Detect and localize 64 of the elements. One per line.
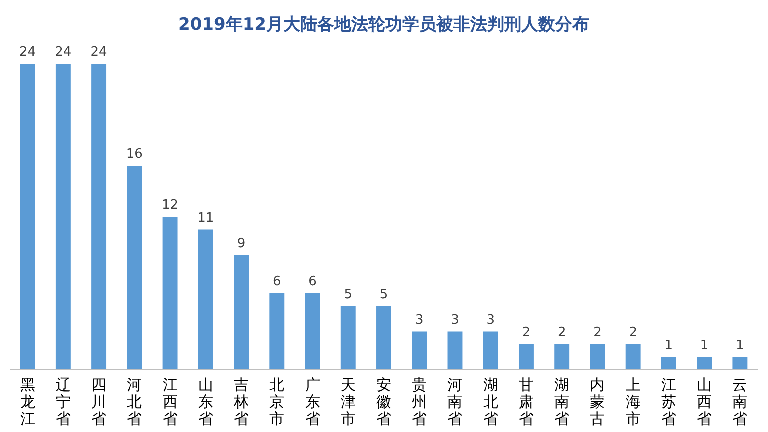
bar [56, 64, 71, 370]
bar [554, 344, 570, 370]
x-tick-label: 甘肃省 [518, 376, 534, 428]
x-tick-label: 云南省 [732, 376, 748, 428]
data-label: 1 [664, 338, 674, 354]
x-tick-label: 天津市 [340, 376, 356, 428]
bar [412, 332, 428, 370]
data-label: 2 [522, 326, 531, 340]
bar [448, 332, 463, 370]
x-tick-label: 江西省 [162, 376, 178, 428]
x-tick-label: 四川省 [92, 376, 107, 428]
x-tick-label: 湖南省 [554, 376, 570, 428]
data-label: 24 [20, 45, 36, 60]
bar [376, 306, 392, 370]
data-label: 3 [451, 312, 460, 328]
bar [340, 306, 356, 370]
data-label: 24 [55, 45, 72, 60]
data-label: 6 [273, 274, 282, 290]
bar [20, 64, 36, 370]
data-label: 6 [308, 274, 317, 290]
data-label: 12 [162, 198, 179, 213]
bar [127, 166, 142, 370]
data-label: 24 [90, 45, 108, 60]
x-tick-label: 安徽省 [376, 376, 392, 428]
bar [590, 344, 606, 370]
data-label: 3 [415, 312, 424, 328]
bar [234, 255, 250, 370]
data-label: 3 [486, 312, 495, 328]
x-tick-label: 黑龙江 [20, 376, 36, 428]
bar [697, 357, 712, 370]
data-label: 2 [594, 326, 602, 340]
bar [92, 64, 107, 370]
x-tick-label: 贵州省 [412, 376, 428, 428]
x-tick-label: 内蒙古 [590, 376, 606, 428]
x-tick-label: 北京市 [270, 376, 285, 428]
bar [483, 332, 498, 370]
x-tick-label: 山西省 [697, 376, 712, 428]
bar [626, 344, 641, 370]
x-tick-label: 上海市 [626, 376, 641, 428]
data-label: 2 [629, 326, 638, 340]
bar [270, 294, 285, 370]
chart-title: 2019年12月大陆各地法轮功学员被非法判刑人数分布 [178, 15, 590, 35]
bar [661, 357, 676, 370]
x-tick-label: 辽宁省 [56, 376, 71, 428]
x-tick-label: 吉林省 [233, 376, 250, 428]
data-label: 1 [736, 338, 744, 354]
data-label: 11 [198, 210, 214, 226]
bar [162, 217, 178, 370]
x-tick-label: 河北省 [127, 376, 142, 428]
x-tick-label: 河南省 [448, 376, 463, 428]
x-tick-label: 湖北省 [483, 376, 498, 428]
x-tick-label: 广东省 [305, 376, 320, 428]
data-label: 5 [380, 287, 388, 302]
x-tick-label: 江苏省 [661, 376, 676, 428]
bar [732, 357, 748, 370]
bar [518, 344, 534, 370]
data-label: 9 [237, 236, 246, 252]
bar [198, 230, 214, 370]
bar [305, 294, 320, 370]
data-label: 5 [344, 287, 353, 302]
data-label: 16 [126, 147, 143, 162]
data-label: 1 [700, 338, 709, 354]
x-tick-label: 山东省 [198, 376, 214, 428]
data-label: 2 [558, 326, 566, 340]
